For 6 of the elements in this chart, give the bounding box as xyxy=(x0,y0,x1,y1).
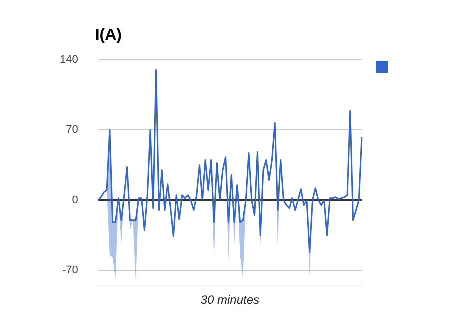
y-tick-label: -70 xyxy=(62,264,78,277)
y-tick-label: 0 xyxy=(72,194,78,206)
chart-title: I(A) xyxy=(95,27,122,44)
y-tick-label: 140 xyxy=(60,54,78,66)
y-tick-label: 70 xyxy=(66,124,78,136)
x-axis-title: 30 minutes xyxy=(200,293,260,308)
